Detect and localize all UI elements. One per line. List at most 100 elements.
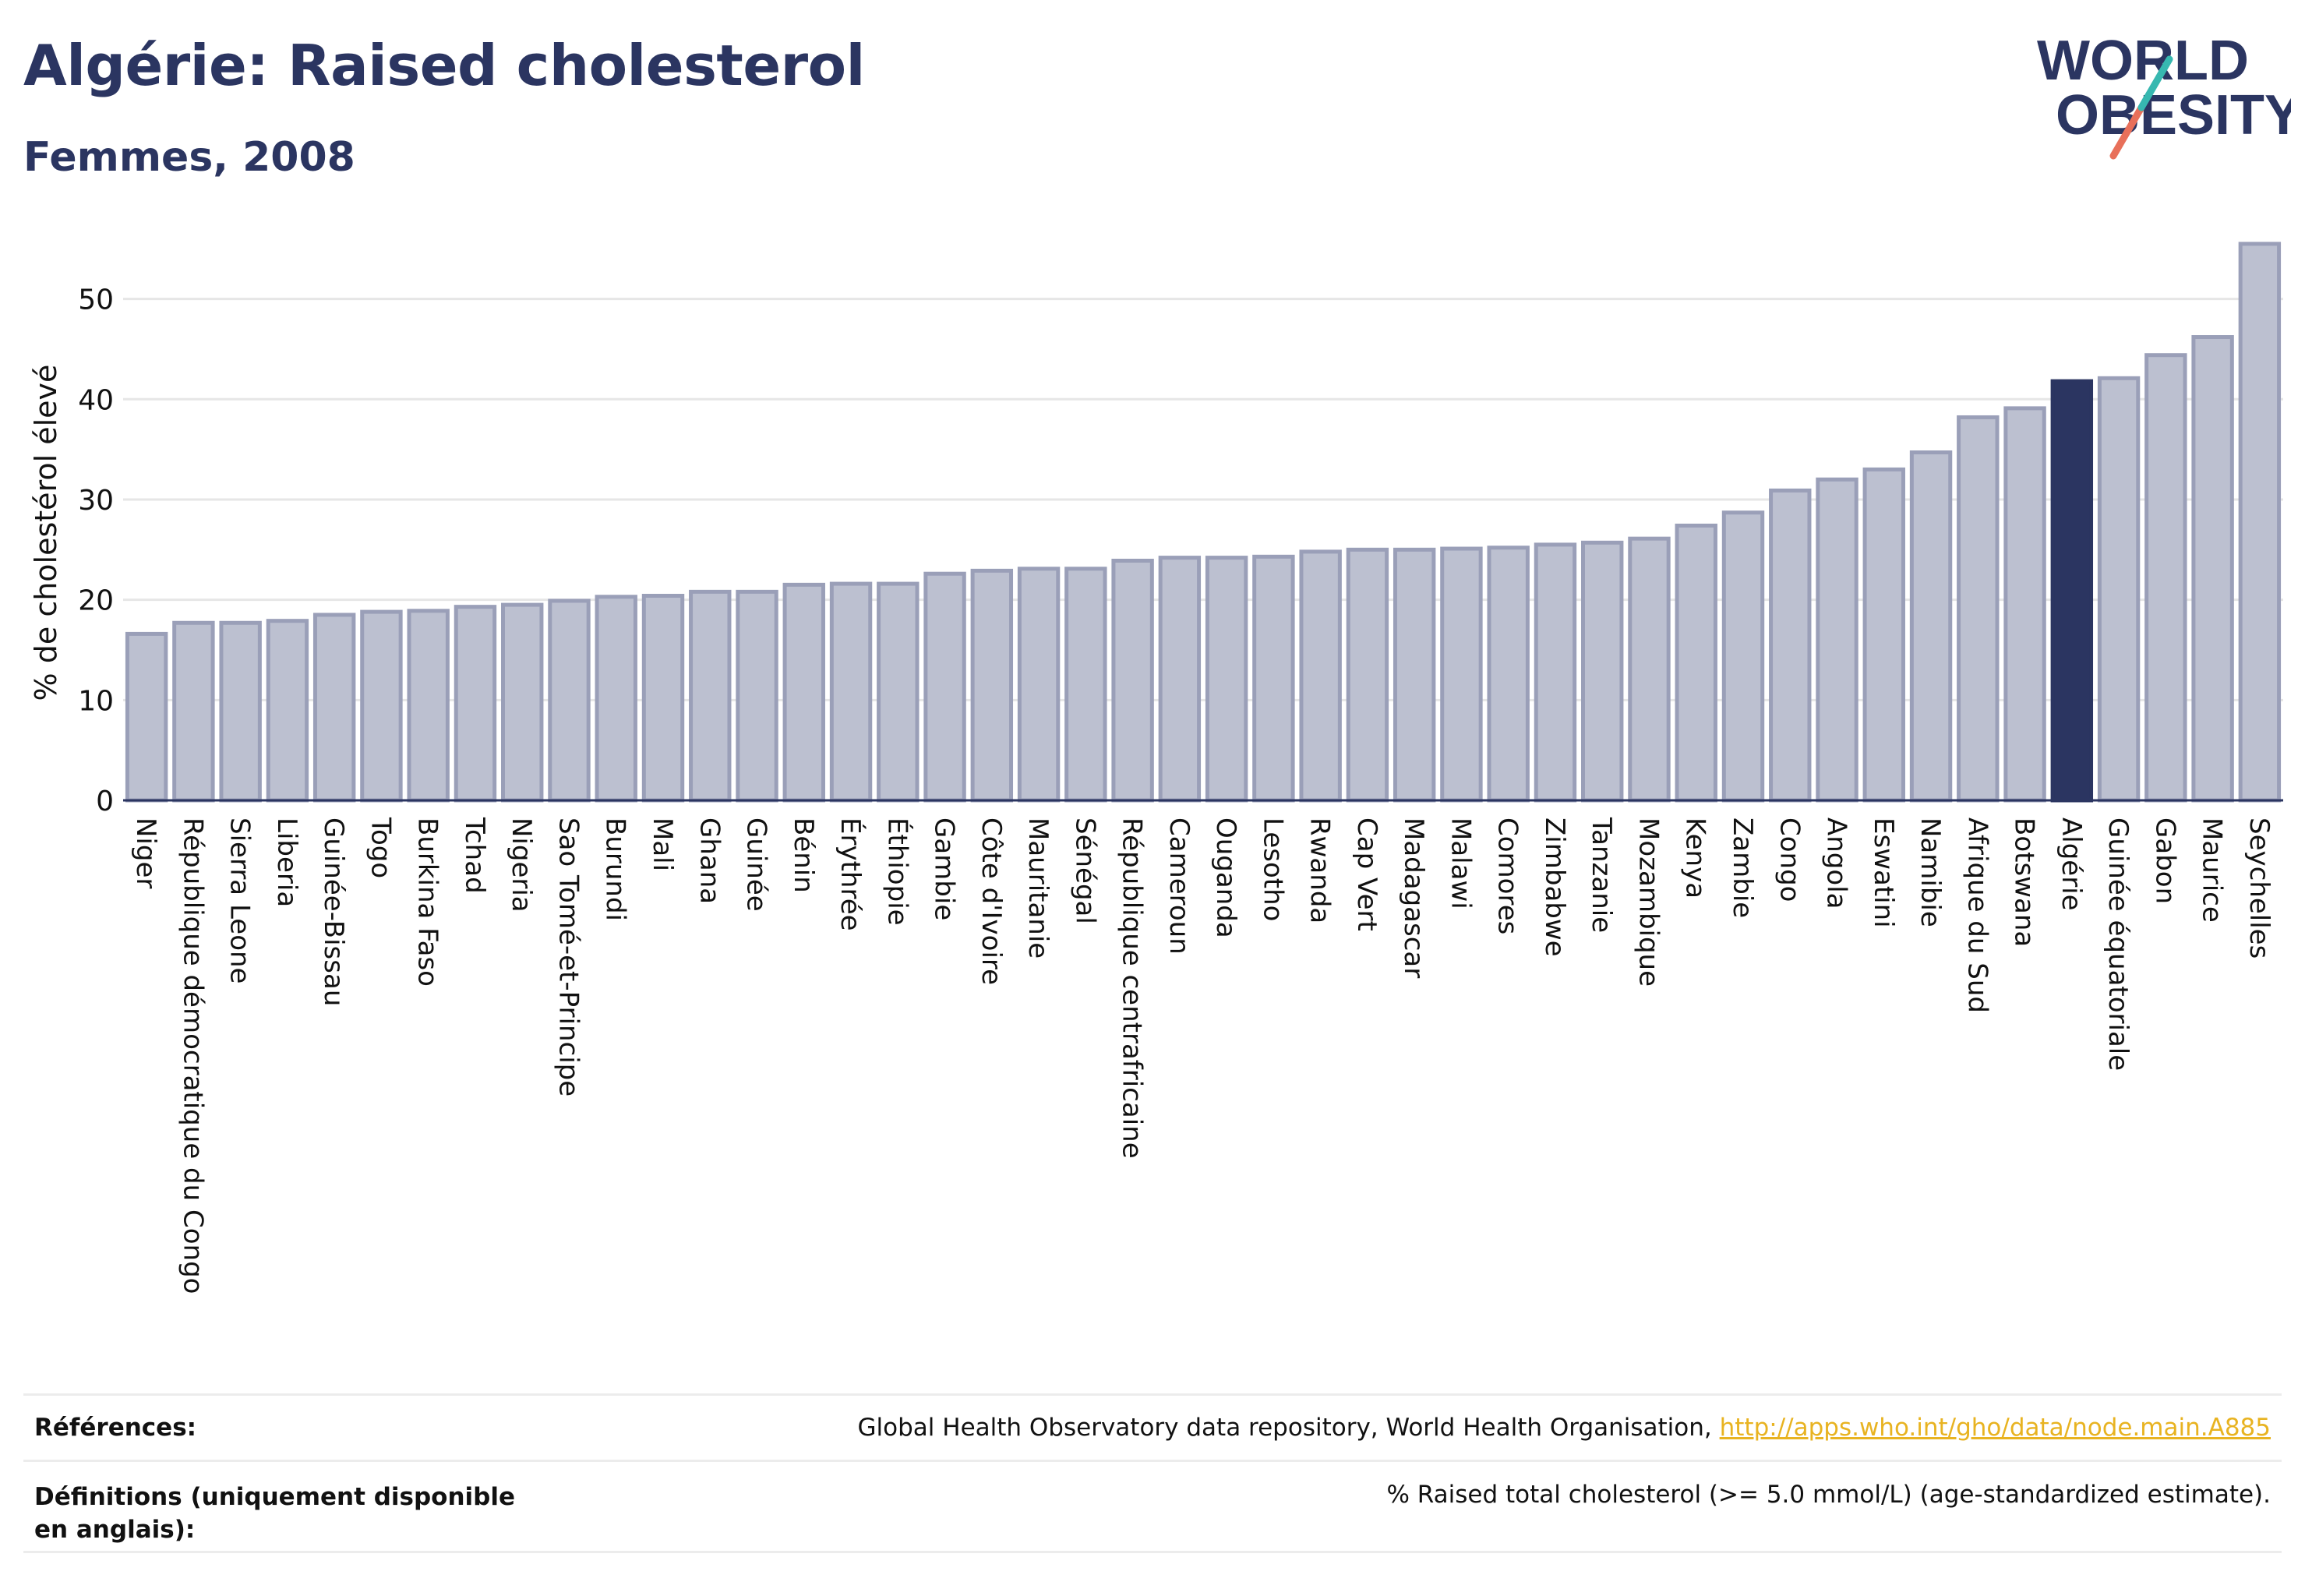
bar xyxy=(1628,536,1671,803)
x-tick-label: Mauritanie xyxy=(1022,817,1054,959)
x-tick-label: Guinée équatoriale xyxy=(2102,817,2134,1071)
bar xyxy=(782,582,825,803)
x-tick-label: Botswana xyxy=(2009,817,2040,947)
y-tick-label: 40 xyxy=(78,384,114,416)
logo-line2: OBESITY xyxy=(2056,84,2291,147)
references-link[interactable]: http://apps.who.int/gho/data/node.main.A… xyxy=(1719,1414,2271,1442)
x-tick-label: Zambie xyxy=(1727,817,1758,918)
references-panel: Références: Global Health Observatory da… xyxy=(23,1393,2282,1553)
bar xyxy=(1393,547,1436,803)
bar xyxy=(877,581,920,803)
x-tick-label: Burundi xyxy=(600,817,631,921)
bar-highlight xyxy=(2050,379,2094,803)
x-tick-label: Érythrée xyxy=(835,817,867,931)
x-tick-label: Zimbabwe xyxy=(1539,817,1570,957)
x-tick-label: Cameroun xyxy=(1163,817,1195,955)
x-tick-label: Nigeria xyxy=(506,817,537,913)
bar xyxy=(266,619,309,803)
x-tick-label: République démocratique du Congo xyxy=(177,817,208,1294)
bar xyxy=(1299,549,1342,803)
x-tick-label: Bénin xyxy=(788,817,819,893)
definitions-label: Définitions (uniquement disponible en an… xyxy=(34,1483,516,1544)
x-tick-label: Tchad xyxy=(459,817,490,894)
x-tick-label: Niger xyxy=(130,817,161,888)
x-tick-label: Tanzanie xyxy=(1586,817,1617,933)
x-tick-label: Congo xyxy=(1774,817,1805,902)
references-label: Références: xyxy=(34,1414,197,1442)
bar xyxy=(1909,450,1953,803)
bar xyxy=(2097,376,2141,803)
page-subtitle: Femmes, 2008 xyxy=(23,134,355,181)
bars xyxy=(125,242,2282,803)
y-tick-label: 20 xyxy=(78,585,114,617)
x-tick-label: Gabon xyxy=(2149,817,2180,904)
x-tick-label: Guinée xyxy=(741,817,772,912)
x-tick-label: Liberia xyxy=(271,817,302,907)
y-axis-ticks: 0 10 20 30 40 50 xyxy=(78,284,114,817)
x-tick-label: Sao Tomé-et-Principe xyxy=(552,817,584,1096)
bar xyxy=(219,620,262,803)
bar xyxy=(689,589,732,803)
references-text: Global Health Observatory data repositor… xyxy=(857,1414,1720,1442)
bar xyxy=(125,631,168,803)
x-tick-label: Mali xyxy=(647,817,678,871)
bar xyxy=(1816,477,1858,803)
bar xyxy=(548,598,591,803)
bar xyxy=(736,589,778,803)
x-tick-label: Gambie xyxy=(929,817,960,920)
x-tick-label: Ouganda xyxy=(1210,817,1241,938)
bar xyxy=(923,571,966,803)
x-tick-label: Afrique du Sud xyxy=(1961,817,1993,1013)
x-tick-label: Namibie xyxy=(1915,817,1946,927)
x-tick-label: Algérie xyxy=(2056,817,2087,911)
definitions-row: Définitions (uniquement disponible en an… xyxy=(23,1460,2282,1553)
references-row: Références: Global Health Observatory da… xyxy=(23,1393,2282,1460)
bar xyxy=(2003,406,2046,803)
x-tick-label: Maurice xyxy=(2197,817,2228,923)
bar xyxy=(1111,558,1154,803)
bar xyxy=(1675,523,1717,803)
y-tick-label: 10 xyxy=(78,685,114,717)
x-tick-label: Burkina Faso xyxy=(412,817,443,987)
x-tick-label: Comores xyxy=(1492,817,1523,934)
x-axis-labels: Niger République démocratique du Congo Sie… xyxy=(130,817,2275,1294)
x-tick-label: Rwanda xyxy=(1304,817,1336,923)
bar xyxy=(1957,415,2000,803)
bar xyxy=(312,613,356,803)
bar-chart: 0 10 20 30 40 50 Niger République démocratique… xyxy=(29,242,2283,1294)
y-tick-label: 0 xyxy=(96,786,114,817)
x-tick-label: Togo xyxy=(365,817,396,878)
logo-line1: WORLD xyxy=(2037,30,2249,92)
definitions-value: % Raised total cholesterol (>= 5.0 mmol/… xyxy=(1386,1481,2271,1509)
x-tick-label: Guinée-Bissau xyxy=(318,817,349,1006)
bar xyxy=(172,620,215,803)
bar xyxy=(1581,540,1624,803)
bar xyxy=(1205,556,1248,803)
bar xyxy=(2191,335,2234,803)
x-tick-label: République centrafricaine xyxy=(1117,817,1148,1159)
x-tick-label: Éthiopie xyxy=(881,817,913,926)
bar xyxy=(407,609,450,803)
bar xyxy=(1252,554,1295,803)
x-tick-label: Lesotho xyxy=(1257,817,1288,921)
x-tick-label: Malawi xyxy=(1445,817,1476,909)
x-tick-label: Sierra Leone xyxy=(224,817,256,983)
y-tick-label: 30 xyxy=(78,485,114,517)
bar xyxy=(1721,510,1765,803)
x-tick-label: Côte d'Ivoire xyxy=(976,817,1007,985)
bar xyxy=(1064,567,1107,803)
bar xyxy=(1017,567,1061,803)
bar xyxy=(2144,353,2187,803)
x-tick-label: Seychelles xyxy=(2243,817,2275,959)
bar xyxy=(454,605,497,803)
page-title: Algérie: Raised cholesterol xyxy=(23,33,865,98)
x-tick-label: Sénégal xyxy=(1069,817,1100,924)
bar xyxy=(1534,542,1577,803)
y-tick-label: 50 xyxy=(78,284,114,316)
world-obesity-logo: WORLD OBESITY xyxy=(2037,30,2291,160)
x-tick-label: Eswatini xyxy=(1868,817,1899,928)
x-tick-label: Mozambique xyxy=(1633,817,1664,987)
bar xyxy=(970,568,1014,803)
references-value: Global Health Observatory data repositor… xyxy=(858,1414,2271,1442)
bar xyxy=(1769,488,1812,803)
